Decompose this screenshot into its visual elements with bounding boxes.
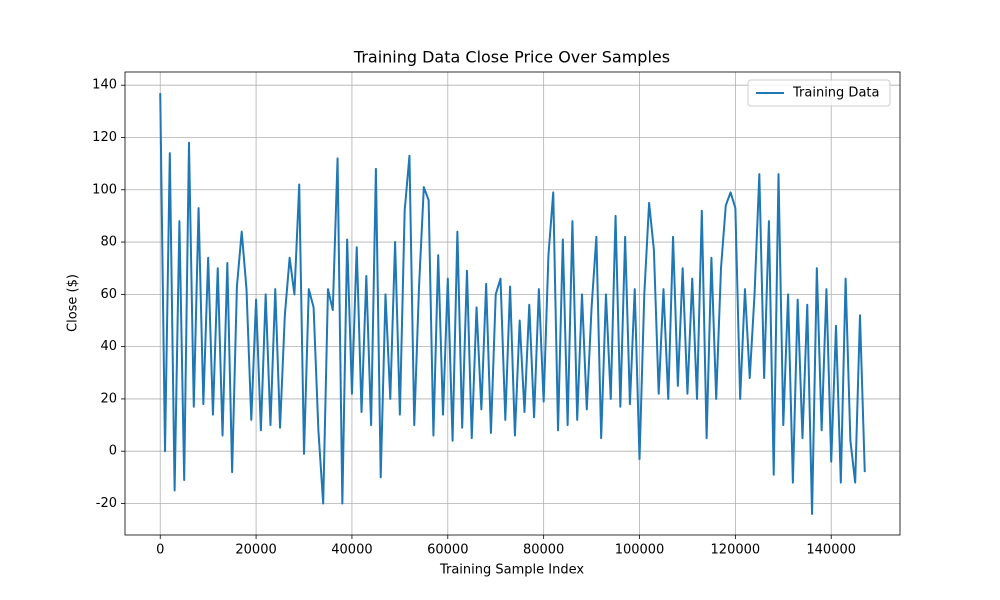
y-tick-label: 100 [92,182,117,197]
chart-title: Training Data Close Price Over Samples [353,48,670,67]
x-tick-label: 140000 [806,543,856,558]
y-tick-label: 140 [92,78,117,93]
y-tick-label: 0 [109,444,117,459]
x-tick-label: 120000 [711,543,761,558]
x-tick-label: 0 [156,543,164,558]
x-tick-label: 20000 [235,543,276,558]
x-tick-label: 40000 [331,543,372,558]
y-tick-label: 80 [100,235,117,250]
x-tick-label: 60000 [427,543,468,558]
plot-frame [124,71,901,536]
data-line [159,93,866,515]
legend-label: Training Data [792,86,879,101]
legend-box [747,79,891,107]
y-tick-label: 120 [92,130,117,145]
y-tick-label: 20 [100,391,117,406]
y-axis-label: Close ($) [66,274,81,332]
y-tick-label: 60 [100,287,117,302]
x-tick-label: 80000 [523,543,564,558]
x-tick-label: 100000 [615,543,665,558]
y-tick-label: 40 [100,339,117,354]
x-axis-label: Training Sample Index [439,563,584,578]
legend: Training Data [747,79,891,107]
y-tick-label: -20 [96,496,117,511]
